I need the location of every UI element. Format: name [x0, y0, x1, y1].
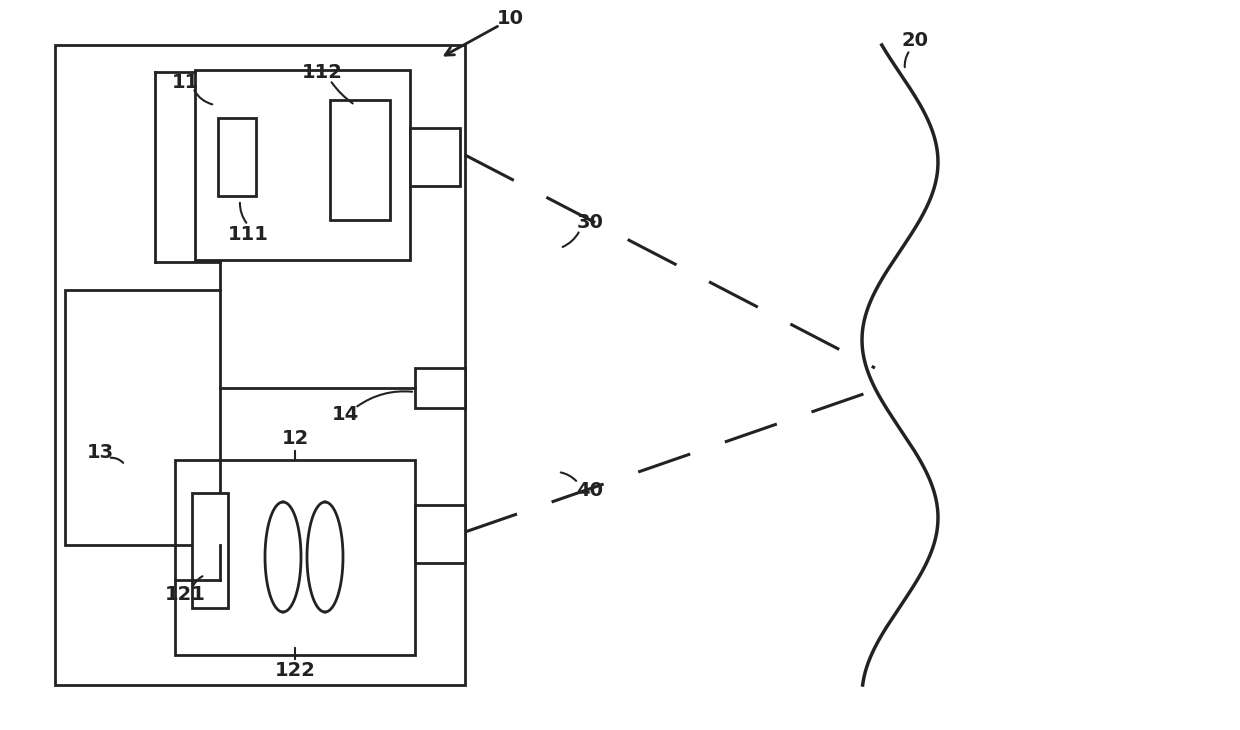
Text: 14: 14 — [331, 405, 358, 425]
Bar — [415, 505, 465, 563]
Bar — [218, 118, 255, 196]
Bar — [175, 460, 415, 655]
Text: 10: 10 — [496, 9, 523, 28]
Text: 13: 13 — [87, 442, 114, 461]
Text: 11: 11 — [171, 72, 198, 91]
Text: 40: 40 — [577, 480, 604, 499]
Bar — [192, 493, 228, 608]
Text: 12: 12 — [281, 429, 309, 447]
Text: 121: 121 — [165, 585, 206, 604]
Bar — [410, 128, 460, 186]
Text: 111: 111 — [228, 226, 268, 245]
Text: 30: 30 — [577, 212, 604, 231]
Text: 112: 112 — [301, 63, 342, 82]
Bar — [55, 45, 465, 685]
Bar — [330, 100, 391, 220]
Bar — [415, 368, 465, 408]
Bar — [195, 70, 410, 260]
Text: 20: 20 — [901, 31, 929, 50]
Bar — [64, 290, 219, 545]
Text: 122: 122 — [274, 661, 315, 680]
